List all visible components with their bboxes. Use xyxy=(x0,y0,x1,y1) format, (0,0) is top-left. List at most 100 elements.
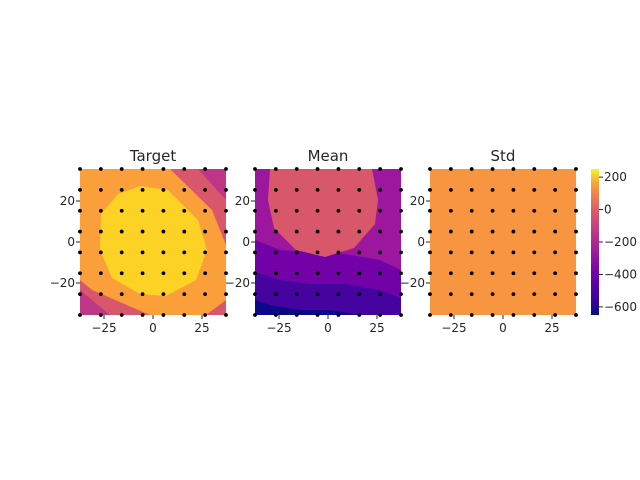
sample-point xyxy=(469,167,474,171)
colorbar-ticks: 200 0 −200 −400 −600 xyxy=(599,170,637,314)
sample-point xyxy=(553,313,558,317)
sample-point xyxy=(140,208,145,213)
colorbar-tick-label: 200 xyxy=(604,170,627,184)
x-ticks-mean: −25 0 25 xyxy=(266,315,385,335)
contour-std xyxy=(430,169,576,315)
sample-point xyxy=(553,250,558,255)
sample-point xyxy=(78,167,82,171)
sample-point xyxy=(182,167,187,171)
sample-point xyxy=(140,292,145,297)
sample-point xyxy=(140,167,145,171)
colorbar-gradient xyxy=(591,169,599,315)
sample-point xyxy=(253,313,257,317)
sample-point xyxy=(203,167,208,171)
sample-point xyxy=(253,250,257,255)
sample-point xyxy=(357,229,362,234)
sample-point xyxy=(469,313,474,317)
sample-point xyxy=(553,167,558,171)
sample-point xyxy=(490,271,495,276)
sample-point xyxy=(119,229,124,234)
sample-point xyxy=(294,250,299,255)
sample-point xyxy=(273,187,278,192)
x-tick-label: 0 xyxy=(324,321,332,335)
sample-point xyxy=(224,208,228,213)
sample-point xyxy=(378,313,383,317)
sample-point xyxy=(490,167,495,171)
x-tick-label: 25 xyxy=(369,321,384,335)
sample-point xyxy=(315,208,320,213)
y-tick-label: −20 xyxy=(50,276,75,290)
sample-point xyxy=(315,187,320,192)
panel-mean: Mean −25 0 25 20 0 −20 xyxy=(225,147,403,335)
sample-point xyxy=(448,229,453,234)
sample-point xyxy=(140,313,145,317)
sample-point xyxy=(448,187,453,192)
sample-point xyxy=(399,187,403,192)
sample-point xyxy=(399,271,403,276)
sample-point xyxy=(119,187,124,192)
sample-point xyxy=(357,271,362,276)
sample-point xyxy=(448,208,453,213)
sample-point xyxy=(78,271,82,276)
sample-point xyxy=(574,271,578,276)
sample-point xyxy=(161,229,166,234)
sample-point xyxy=(448,250,453,255)
sample-point xyxy=(448,292,453,297)
sample-point xyxy=(182,229,187,234)
sample-point xyxy=(574,167,578,171)
sample-point xyxy=(253,208,257,213)
sample-point xyxy=(378,250,383,255)
sample-point xyxy=(224,271,228,276)
sample-point xyxy=(511,250,516,255)
sample-point xyxy=(203,271,208,276)
sample-point xyxy=(428,292,432,297)
sample-point xyxy=(511,271,516,276)
sample-point xyxy=(294,187,299,192)
sample-point xyxy=(378,208,383,213)
sample-point xyxy=(161,292,166,297)
sample-point xyxy=(315,229,320,234)
sample-point xyxy=(224,250,228,255)
y-tick-label: 20 xyxy=(235,194,250,208)
sample-point xyxy=(511,292,516,297)
sample-point xyxy=(273,229,278,234)
sample-point xyxy=(140,187,145,192)
sample-point xyxy=(78,208,82,213)
y-tick-label: 20 xyxy=(60,194,75,208)
sample-point xyxy=(253,271,257,276)
sample-point xyxy=(532,250,537,255)
sample-point xyxy=(336,229,341,234)
sample-point xyxy=(294,167,299,171)
sample-point xyxy=(224,313,228,317)
sample-point xyxy=(161,250,166,255)
y-ticks-mean: 20 0 −20 xyxy=(225,194,255,290)
sample-point xyxy=(428,167,432,171)
sample-point xyxy=(428,187,432,192)
sample-point xyxy=(78,250,82,255)
sample-point xyxy=(399,208,403,213)
sample-point xyxy=(224,187,228,192)
sample-point xyxy=(378,292,383,297)
x-tick-label: −25 xyxy=(266,321,291,335)
colorbar-tick-label: 0 xyxy=(604,203,612,217)
sample-point xyxy=(182,208,187,213)
y-ticks-target: 20 0 −20 xyxy=(50,194,80,290)
sample-point xyxy=(469,187,474,192)
sample-point xyxy=(294,292,299,297)
sample-point xyxy=(161,208,166,213)
sample-point xyxy=(336,313,341,317)
x-ticks-std: −25 0 25 xyxy=(441,315,560,335)
panel-title-mean: Mean xyxy=(308,147,349,165)
colorbar-tick-label: −200 xyxy=(604,235,637,249)
sample-point xyxy=(490,187,495,192)
contour-band-std xyxy=(430,169,576,315)
sample-point xyxy=(315,167,320,171)
sample-point xyxy=(532,229,537,234)
sample-point xyxy=(357,208,362,213)
sample-point xyxy=(182,313,187,317)
sample-point xyxy=(119,250,124,255)
x-tick-label: 25 xyxy=(544,321,559,335)
sample-points-mean xyxy=(253,167,403,317)
sample-point xyxy=(273,208,278,213)
sample-point xyxy=(294,229,299,234)
